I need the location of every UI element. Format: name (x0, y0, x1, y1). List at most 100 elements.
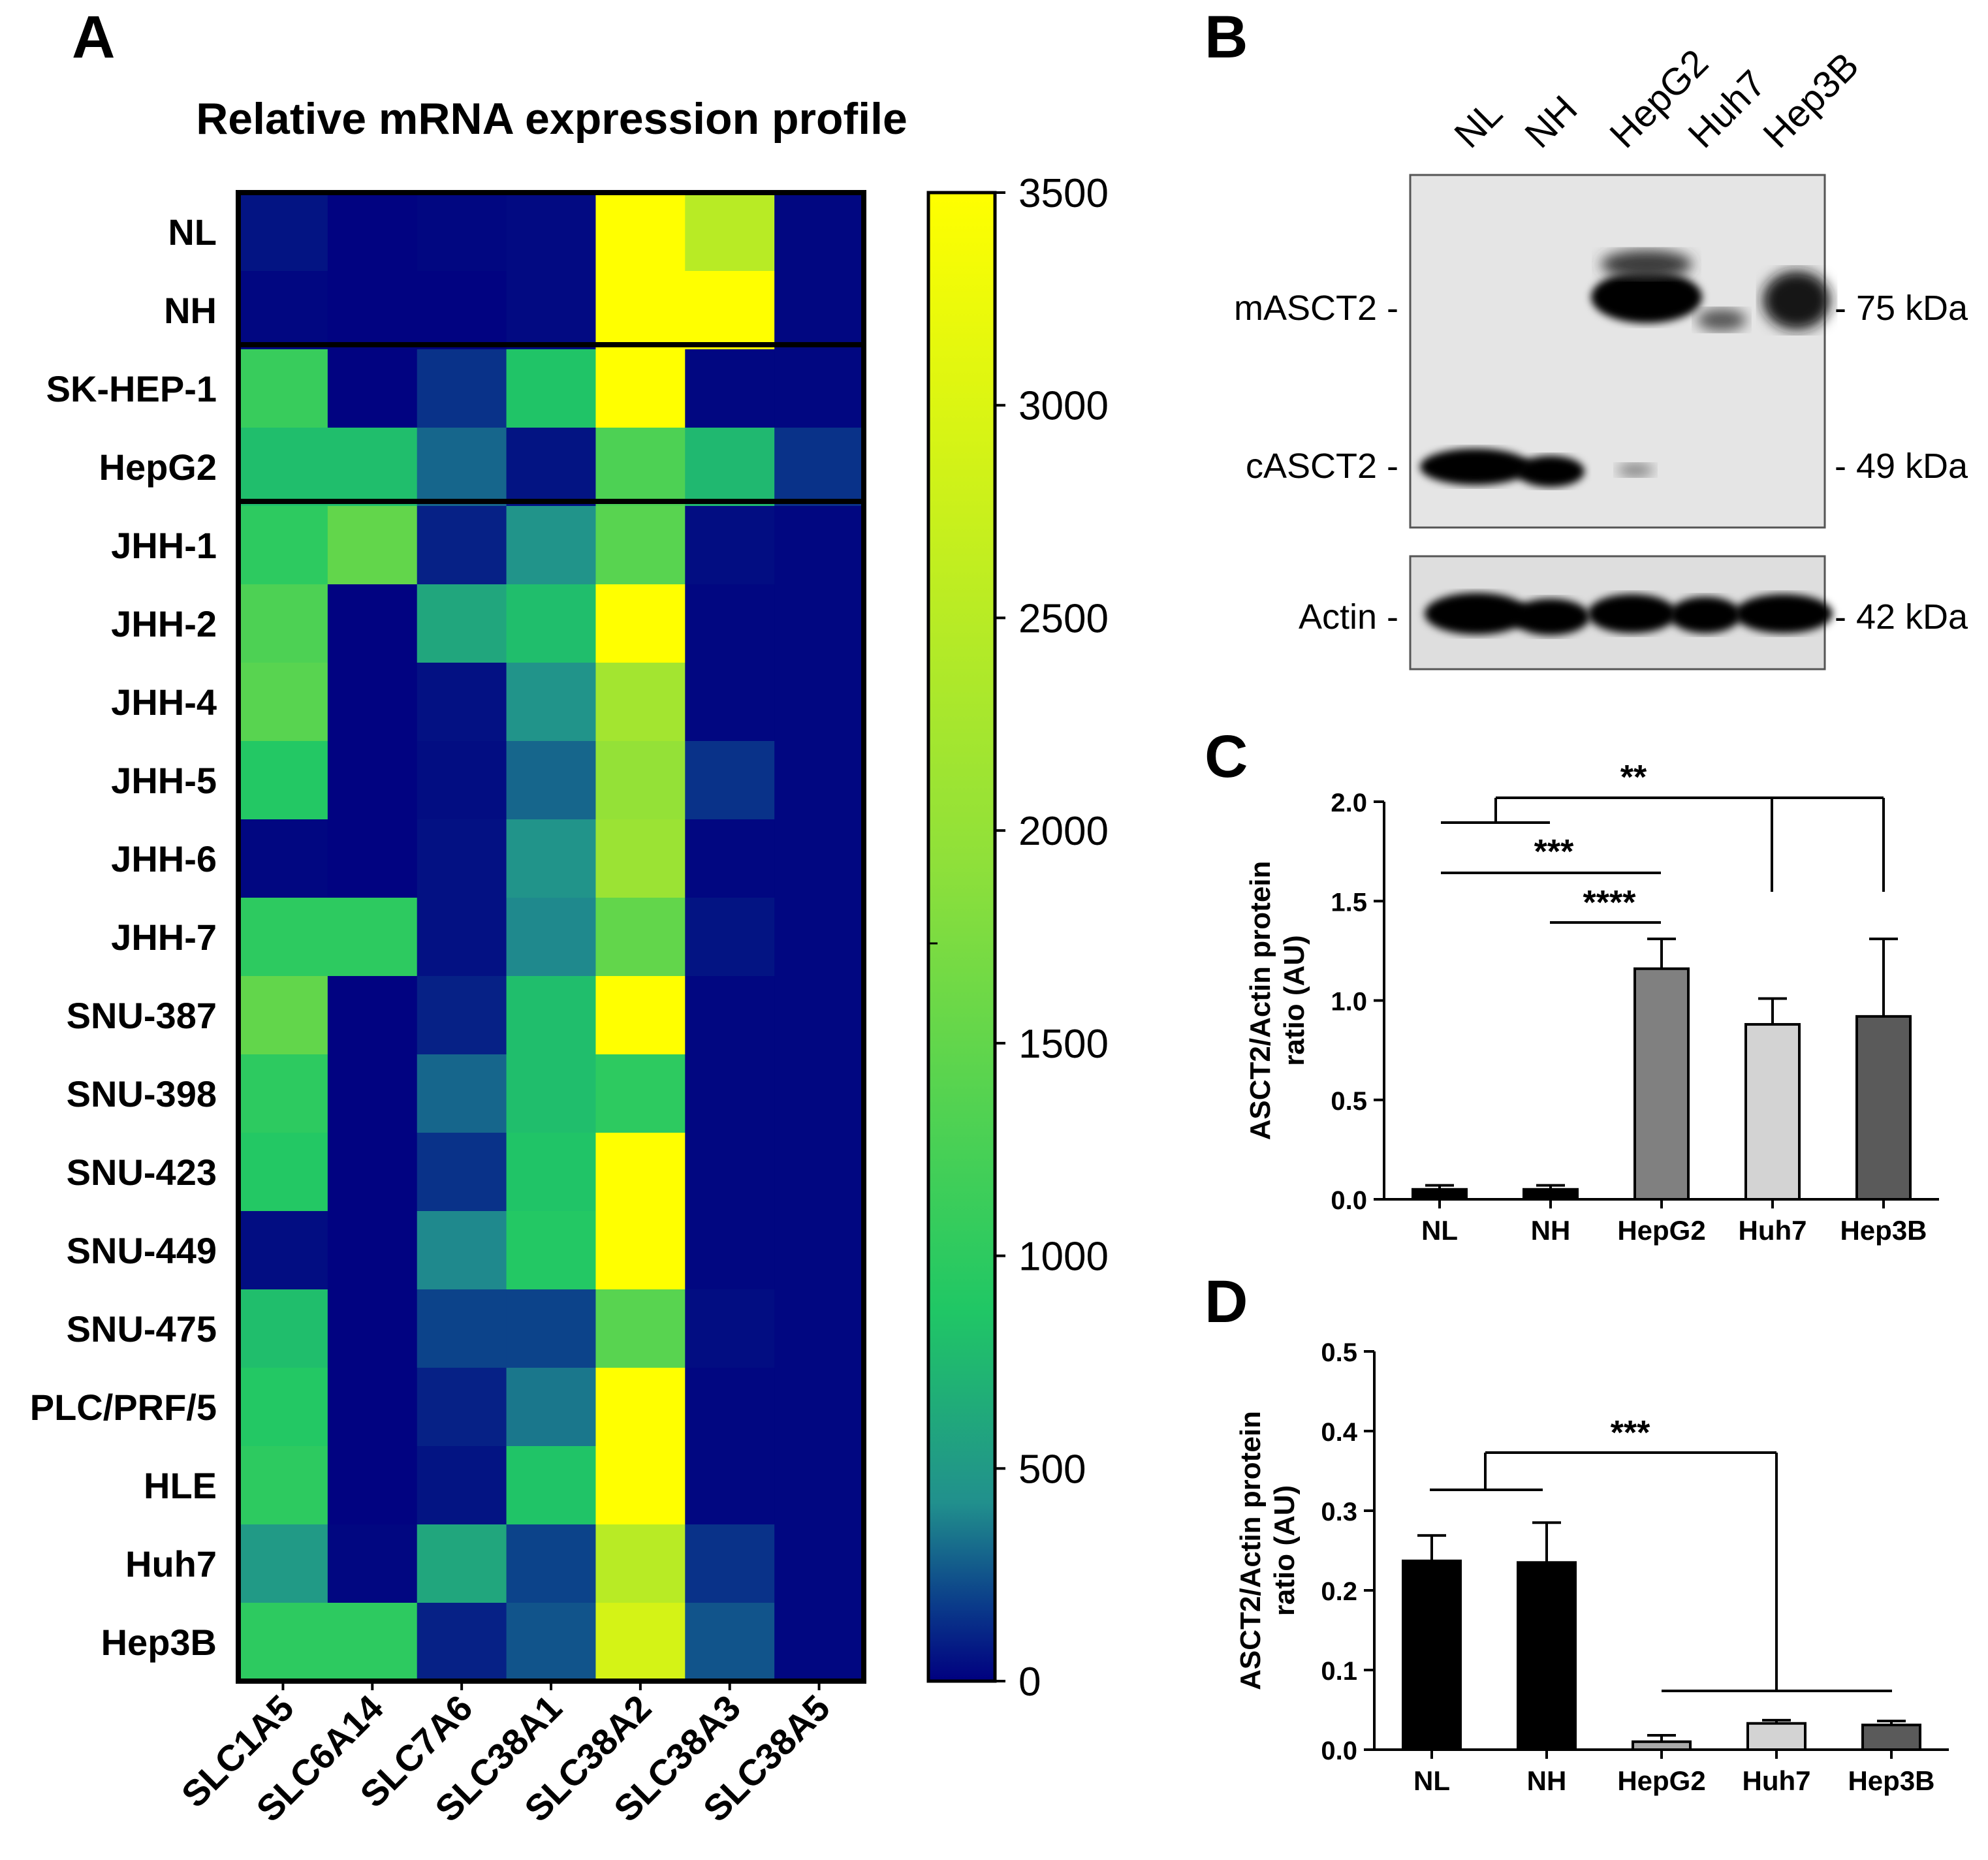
heatmap-cell-jhh-1-slc38a1 (506, 506, 597, 585)
heatmap-cell-jhh-4-slc1a5 (238, 663, 328, 742)
heatmap-cell-jhh-5-slc1a5 (238, 741, 328, 820)
heatmap-cell-snu-449-slc38a1 (506, 1211, 597, 1290)
y-tick-label-0-2: 0.2 (1321, 1577, 1357, 1606)
sig-d-0: *** (1611, 1414, 1650, 1452)
row-label-jhh-7: JHH-7 (111, 917, 217, 958)
x-tick-label-nl: NL (1421, 1215, 1458, 1246)
x-tick-label-hepg2: HepG2 (1617, 1215, 1705, 1246)
y-axis-label-line1: ASCT2/Actin protein (1244, 861, 1276, 1141)
heatmap-cell-jhh-7-slc38a1 (506, 898, 597, 977)
bar-huh7 (1746, 1722, 1807, 1751)
heatmap-cell-snu-449-slc6a14 (327, 1211, 418, 1290)
heatmap-cell-snu-387-slc6a14 (327, 976, 418, 1055)
band-actin-nl (1425, 593, 1529, 635)
row-label-jhh-6: JHH-6 (111, 838, 217, 879)
heatmap-cell-jhh-5-slc38a1 (506, 741, 597, 820)
heatmap-cell-nl-slc1a5 (238, 193, 328, 272)
lane-label-hep3b: Hep3B (1755, 44, 1867, 156)
row-label-snu-449: SNU-449 (67, 1230, 217, 1271)
heatmap-cell-hepg2-slc7a6 (417, 428, 507, 507)
heatmap-cell-jhh-4-slc38a3 (685, 663, 775, 742)
row-label-hepg2: HepG2 (99, 447, 217, 488)
label-49kda: - 49 kDa (1835, 447, 1968, 486)
heatmap-cell-snu-423-slc38a2 (595, 1133, 686, 1212)
band-hepg2-casct2 (1617, 464, 1654, 477)
heatmap-cell-nl-slc6a14 (327, 193, 418, 272)
heatmap-cell-hle-slc38a5 (774, 1446, 864, 1525)
band-actin-hep3b (1735, 594, 1833, 633)
heatmap-cell-jhh-5-slc38a3 (685, 741, 775, 820)
heatmap-cell-hepg2-slc1a5 (238, 428, 328, 507)
heatmap-cell-snu-449-slc38a2 (595, 1211, 686, 1290)
row-label-nh: NH (164, 290, 217, 331)
bar-nl (1412, 1188, 1468, 1201)
heatmap-cell-jhh-7-slc6a14 (327, 898, 418, 977)
row-label-plc-prf-5: PLC/PRF/5 (30, 1387, 217, 1428)
colorbar-tick-label-3000: 3000 (1018, 384, 1109, 429)
heatmap-cell-jhh-5-slc6a14 (327, 741, 418, 820)
y-tick-label-1-5: 1.5 (1331, 888, 1367, 917)
y-tick-label-0-0: 0.0 (1331, 1186, 1367, 1215)
y-tick-label-0-5: 0.5 (1321, 1338, 1357, 1367)
heatmap-frame (236, 190, 866, 1684)
heatmap-cell-jhh-1-slc38a3 (685, 506, 775, 585)
heatmap-cell-snu-423-slc6a14 (327, 1133, 418, 1212)
heatmap-cell-plc-prf-5-slc7a6 (417, 1368, 507, 1447)
heatmap-cell-snu-475-slc38a3 (685, 1289, 775, 1368)
heatmap-title: Relative mRNA expression profile (196, 94, 907, 144)
heatmap-cell-sk-hep-1-slc38a2 (595, 349, 686, 428)
heatmap-cell-jhh-5-slc38a2 (595, 741, 686, 820)
colorbar-tick-label-0: 0 (1018, 1660, 1041, 1705)
row-label-sk-hep-1: SK-HEP-1 (46, 368, 217, 409)
label-masct2: mASCT2 - (1234, 289, 1398, 328)
heatmap-cell-huh7-slc1a5 (238, 1524, 328, 1603)
heatmap-cell-hep3b-slc38a2 (595, 1603, 686, 1682)
band-actin-huh7 (1669, 597, 1741, 633)
heatmap-cell-snu-398-slc38a1 (506, 1054, 597, 1133)
heatmap-cell-sk-hep-1-slc1a5 (238, 349, 328, 428)
heatmap-cell-jhh-6-slc6a14 (327, 819, 418, 898)
heatmap-cell-snu-387-slc38a3 (685, 976, 775, 1055)
bar-nh (1517, 1561, 1577, 1752)
heatmap-cell-jhh-7-slc1a5 (238, 898, 328, 977)
heatmap-cell-snu-475-slc7a6 (417, 1289, 507, 1368)
heatmap-cell-snu-449-slc7a6 (417, 1211, 507, 1290)
heatmap-cell-plc-prf-5-slc38a1 (506, 1368, 597, 1447)
heatmap-cell-snu-475-slc38a5 (774, 1289, 864, 1368)
band-hepg2-masct2 (1591, 271, 1702, 323)
x-tick-label-hep3b: Hep3B (1840, 1215, 1927, 1246)
panel-c-bar-chart: C 0.0 0.5 1.0 1.5 2.0 ASCT2/Actin protein rati… (1205, 723, 1939, 1246)
band-actin-nh (1511, 599, 1590, 635)
heatmap-cell-snu-387-slc38a2 (595, 976, 686, 1055)
y-tick-label-0-0: 0.0 (1321, 1737, 1357, 1765)
band-nh-casct2 (1517, 456, 1585, 487)
row-label-hle: HLE (144, 1465, 217, 1506)
heatmap-cell-sk-hep-1-slc38a5 (774, 349, 864, 428)
heatmap-cell-jhh-4-slc38a2 (595, 663, 686, 742)
heatmap-cell-jhh-7-slc38a2 (595, 898, 686, 977)
heatmap-cell-snu-423-slc38a5 (774, 1133, 864, 1212)
heatmap-cell-snu-398-slc38a3 (685, 1054, 775, 1133)
lane-label-nl: NL (1446, 92, 1510, 156)
heatmap-cell-hle-slc7a6 (417, 1446, 507, 1525)
heatmap-cell-jhh-2-slc38a1 (506, 584, 597, 663)
heatmap-cell-jhh-6-slc38a5 (774, 819, 864, 898)
heatmap-cell-nh-slc7a6 (417, 271, 507, 350)
sig-c-0: ** (1620, 759, 1647, 796)
heatmap-cell-hle-slc38a3 (685, 1446, 775, 1525)
panel-letter-a: A (72, 4, 115, 71)
heatmap-cell-nl-slc38a1 (506, 193, 597, 272)
colorbar-tick-label-2000: 2000 (1018, 809, 1109, 854)
y-axis-label-line1: ASCT2/Actin protein (1235, 1411, 1267, 1690)
heatmap-cell-hep3b-slc38a5 (774, 1603, 864, 1682)
x-tick-label-huh7: Huh7 (1743, 1765, 1811, 1796)
heatmap-cell-snu-387-slc38a1 (506, 976, 597, 1055)
heatmap-cell-hepg2-slc38a3 (685, 428, 775, 507)
heatmap-cell-nh-slc6a14 (327, 271, 418, 350)
heatmap-cell-huh7-slc7a6 (417, 1524, 507, 1603)
heatmap-cell-snu-398-slc6a14 (327, 1054, 418, 1133)
heatmap-cell-jhh-6-slc7a6 (417, 819, 507, 898)
heatmap-cell-hep3b-slc6a14 (327, 1603, 418, 1682)
